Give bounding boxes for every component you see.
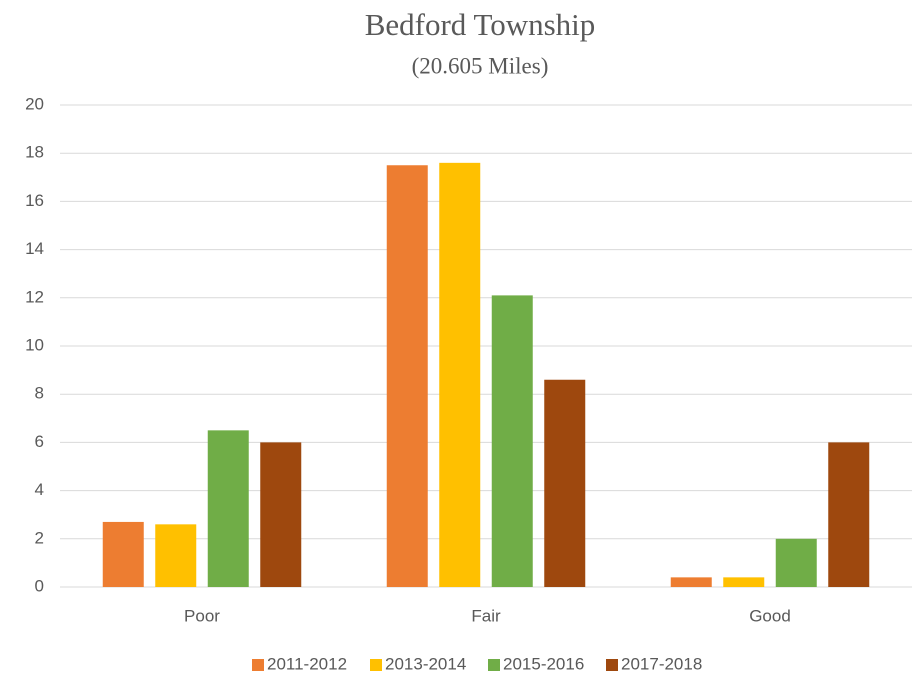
bar — [102, 521, 144, 587]
bar — [207, 430, 249, 587]
legend-swatch — [252, 659, 264, 671]
y-tick-label: 4 — [35, 480, 44, 499]
bar — [828, 442, 870, 587]
y-tick-label: 0 — [35, 576, 44, 595]
y-tick-label: 12 — [25, 287, 44, 306]
legend-label: 2013-2014 — [385, 654, 466, 673]
bar — [155, 524, 197, 587]
bar — [439, 162, 481, 587]
y-tick-label: 6 — [35, 432, 44, 451]
bar — [544, 379, 586, 587]
y-tick-label: 10 — [25, 335, 44, 354]
legend-label: 2015-2016 — [503, 654, 584, 673]
x-tick-label: Poor — [184, 606, 220, 625]
legend-label: 2017-2018 — [621, 654, 702, 673]
bar — [670, 577, 712, 587]
y-tick-label: 16 — [25, 191, 44, 210]
y-tick-label: 18 — [25, 143, 44, 162]
x-tick-label: Fair — [471, 606, 501, 625]
bar — [775, 538, 817, 587]
bar — [260, 442, 302, 587]
legend-label: 2011-2012 — [267, 654, 347, 673]
y-tick-label: 14 — [25, 239, 44, 258]
legend-swatch — [606, 659, 618, 671]
legend-swatch — [488, 659, 500, 671]
x-tick-label: Good — [749, 606, 791, 625]
bar — [386, 165, 428, 587]
bar — [491, 295, 533, 587]
chart-title: Bedford Township — [365, 7, 596, 42]
chart-subtitle: (20.605 Miles) — [412, 53, 549, 78]
y-tick-label: 20 — [25, 94, 44, 113]
y-tick-label: 2 — [35, 528, 44, 547]
legend-swatch — [370, 659, 382, 671]
bar — [723, 577, 765, 587]
y-tick-label: 8 — [35, 384, 44, 403]
